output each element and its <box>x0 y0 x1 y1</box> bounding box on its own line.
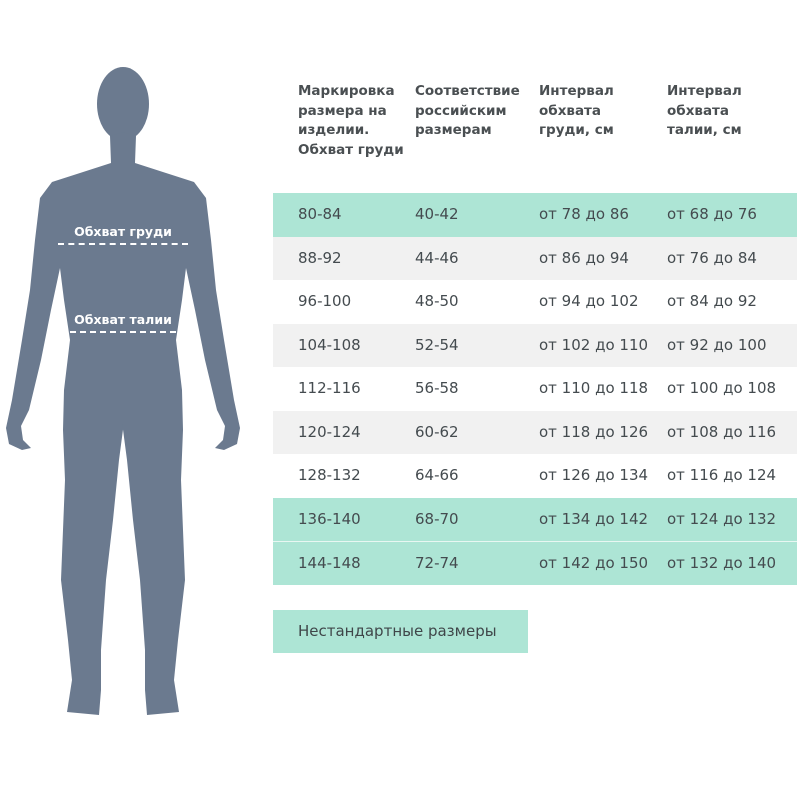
table-row: 88-92 44-46 от 86 до 94 от 76 до 84 <box>273 236 797 280</box>
table-row: 128-132 64-66 от 126 до 134 от 116 до 124 <box>273 454 797 498</box>
waist-range-cell: от 100 до 108 <box>667 379 777 397</box>
header-waist-range: Интервал обхвата талии, см <box>667 83 742 138</box>
size-marking-cell: 80-84 <box>298 205 342 223</box>
chest-range-cell: от 118 до 126 <box>539 422 649 441</box>
header-chest-range: Интервал обхвата груди, см <box>539 83 614 138</box>
table-row: 120-124 60-62 от 118 до 126 от 108 до 116 <box>273 410 797 454</box>
size-marking-cell: 112-116 <box>298 379 361 397</box>
waist-range-cell: от 124 до 132 <box>667 509 777 528</box>
size-marking-cell: 88-92 <box>298 248 342 267</box>
russian-size-cell: 68-70 <box>415 509 459 528</box>
chest-range-cell: от 86 до 94 <box>539 248 629 267</box>
table-row: 96-100 48-50 от 94 до 102 от 84 до 92 <box>273 280 797 324</box>
table-row: 136-140 68-70 от 134 до 142 от 124 до 132 <box>273 497 797 541</box>
waist-range-cell: от 68 до 76 <box>667 205 757 223</box>
chest-range-cell: от 142 до 150 <box>539 554 649 572</box>
table-header: Маркировка размера на изделии. Обхват гр… <box>273 70 797 193</box>
chest-range-cell: от 102 до 110 <box>539 335 649 354</box>
chest-range-cell: от 94 до 102 <box>539 292 639 310</box>
chest-range-cell: от 134 до 142 <box>539 509 649 528</box>
size-marking-cell: 136-140 <box>298 509 361 528</box>
size-marking-cell: 96-100 <box>298 292 352 310</box>
chest-range-cell: от 78 до 86 <box>539 205 629 223</box>
table-row: 144-148 72-74 от 142 до 150 от 132 до 140 <box>273 541 797 585</box>
russian-size-cell: 44-46 <box>415 248 459 267</box>
size-marking-cell: 128-132 <box>298 466 361 484</box>
header-size-marking: Маркировка размера на изделии. Обхват гр… <box>298 83 404 158</box>
russian-size-cell: 64-66 <box>415 466 459 484</box>
chest-measure-line <box>58 243 188 245</box>
table-row: 104-108 52-54 от 102 до 110 от 92 до 100 <box>273 323 797 367</box>
body-silhouette-figure: Обхват груди Обхват талии <box>0 0 260 800</box>
waist-range-cell: от 108 до 116 <box>667 422 777 441</box>
chest-circumference-label: Обхват груди <box>74 224 172 239</box>
table-row: 112-116 56-58 от 110 до 118 от 100 до 108 <box>273 367 797 411</box>
russian-size-cell: 40-42 <box>415 205 459 223</box>
waist-measure-line <box>70 331 176 333</box>
size-marking-cell: 144-148 <box>298 554 361 572</box>
russian-size-cell: 48-50 <box>415 292 459 310</box>
waist-range-cell: от 76 до 84 <box>667 248 757 267</box>
waist-range-cell: от 132 до 140 <box>667 554 777 572</box>
nonstandard-sizes-button[interactable]: Нестандартные размеры <box>273 610 528 653</box>
size-chart-table: Маркировка размера на изделии. Обхват гр… <box>273 70 797 585</box>
russian-size-cell: 56-58 <box>415 379 459 397</box>
waist-range-cell: от 84 до 92 <box>667 292 757 310</box>
russian-size-cell: 72-74 <box>415 554 459 572</box>
russian-size-cell: 52-54 <box>415 335 459 354</box>
waist-range-cell: от 116 до 124 <box>667 466 777 484</box>
human-silhouette-icon <box>6 67 240 715</box>
table-row: 80-84 40-42 от 78 до 86 от 68 до 76 <box>273 193 797 237</box>
header-russian-size: Соответствие российским размерам <box>415 83 520 138</box>
size-marking-cell: 104-108 <box>298 335 361 354</box>
waist-range-cell: от 92 до 100 <box>667 335 767 354</box>
russian-size-cell: 60-62 <box>415 422 459 441</box>
waist-circumference-label: Обхват талии <box>74 312 172 327</box>
chest-range-cell: от 126 до 134 <box>539 466 649 484</box>
size-marking-cell: 120-124 <box>298 422 361 441</box>
chest-range-cell: от 110 до 118 <box>539 379 649 397</box>
